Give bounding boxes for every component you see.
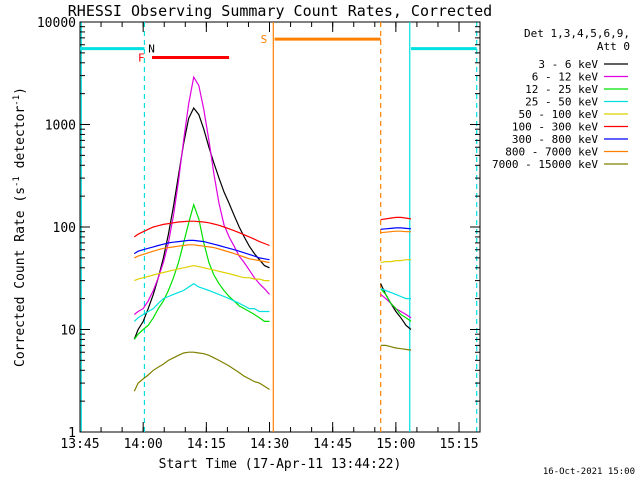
x-axis: 13:45 14:00 14:15 14:30 14:45 15:00 15:15 — [60, 22, 479, 452]
x-tick-label: 13:45 — [60, 437, 99, 452]
legend-header-detectors: Det 1,3,4,5,6,9, — [524, 27, 630, 40]
footer-timestamp: 16-Oct-2021 15:00 — [543, 467, 635, 477]
series-line — [133, 239, 270, 261]
y-tick-label: 10000 — [37, 16, 76, 31]
legend-entry-label: 100 - 300 keV — [512, 121, 598, 134]
series-line — [133, 220, 270, 247]
x-tick-label: 14:15 — [187, 437, 226, 452]
series-line — [380, 344, 412, 351]
x-tick-label: 14:30 — [250, 437, 289, 452]
y-axis: 1 10 100 1000 10000 — [37, 16, 480, 441]
series-line — [380, 293, 412, 319]
y-axis-label: Corrected Count Rate (s-1 detector-1) — [12, 87, 28, 367]
y-tick-label: 10 — [60, 324, 76, 339]
series-line — [133, 75, 270, 315]
legend-entry-label: 50 - 100 keV — [519, 108, 599, 121]
legend-entry-label: 7000 - 15000 keV — [492, 158, 598, 171]
series-line — [380, 216, 412, 221]
series-line — [134, 244, 270, 264]
series-line — [380, 227, 412, 230]
plot-area: NF S — [79, 21, 481, 433]
y-tick-label: 1000 — [45, 119, 76, 134]
plot-frame — [79, 21, 481, 433]
legend-entry-label: 800 - 7000 keV — [505, 146, 598, 159]
series-line — [380, 288, 411, 300]
legend-header-attenuator: Att 0 — [597, 40, 630, 53]
x-tick-label: 14:45 — [313, 437, 352, 452]
legend-entry-label: 25 - 50 keV — [525, 96, 598, 109]
y-tick-label: 100 — [53, 221, 76, 236]
y-tick-label: 1 — [68, 426, 76, 441]
x-tick-label: 15:15 — [439, 437, 478, 452]
series-line — [133, 202, 270, 340]
series-line — [380, 259, 411, 264]
series-line — [133, 351, 270, 392]
saa-bar-label: S — [261, 33, 268, 46]
series-line — [380, 288, 412, 322]
series-line — [133, 106, 270, 340]
legend-entry-label: 3 - 6 keV — [538, 58, 598, 71]
night-bar-label: N — [148, 43, 155, 56]
x-tick-label: 15:00 — [376, 437, 415, 452]
legend-entry-label: 12 - 25 keV — [525, 83, 598, 96]
x-axis-label: Start Time (17-Apr-11 13:44:22) — [159, 457, 402, 472]
series-line — [134, 264, 270, 282]
series-line — [380, 230, 411, 234]
series-line — [133, 282, 270, 322]
legend-entry-label: 300 - 800 keV — [512, 133, 598, 146]
legend-entry-label: 6 - 12 keV — [532, 71, 599, 84]
flare-bar-label: F — [138, 52, 145, 65]
x-tick-label: 14:00 — [124, 437, 163, 452]
chart-title: RHESSI Observing Summary Count Rates, Co… — [68, 2, 492, 20]
